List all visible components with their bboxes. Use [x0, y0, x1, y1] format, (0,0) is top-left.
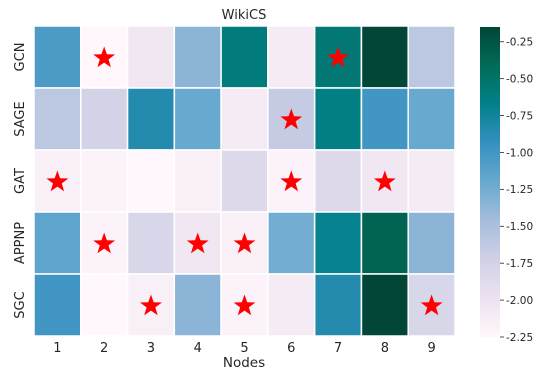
star-marker — [140, 294, 162, 316]
colorbar-tick-label: -1.25 — [506, 184, 533, 196]
colorbar-tick-label: -0.50 — [506, 73, 533, 85]
heatmap-cell — [267, 25, 316, 89]
heatmap-cell — [360, 273, 409, 337]
heatmap-cell — [267, 273, 316, 337]
star-marker — [280, 170, 303, 192]
colorbar — [480, 27, 500, 337]
star-marker — [46, 170, 69, 192]
colorbar-tick-label: -0.75 — [506, 110, 533, 122]
heatmap-cell — [126, 25, 176, 89]
colorbar-tick-label: -1.50 — [506, 221, 533, 233]
star-marker — [93, 232, 116, 254]
heatmap-cell — [313, 149, 363, 213]
x-tick-label: 8 — [381, 341, 389, 356]
x-axis-label: Nodes — [223, 355, 265, 370]
star-marker — [373, 170, 396, 192]
star-marker — [186, 232, 209, 254]
y-tick-label: SAGE — [13, 101, 28, 136]
heatmap-cell — [360, 25, 409, 89]
colorbar-tick-label: -2.25 — [506, 332, 533, 344]
heatmap-cell — [313, 87, 363, 151]
x-tick-label: 7 — [334, 341, 342, 356]
colorbar-tick-label: -0.25 — [506, 37, 533, 49]
heatmap-cell — [80, 149, 129, 213]
heatmap-cell — [173, 25, 222, 89]
colorbar-ticks: -0.25 -0.50 -0.75 -1.00 -1.25 -1.50 -1.75 -2.00… — [500, 37, 533, 344]
star-marker — [93, 46, 116, 68]
heatmap-cell — [360, 211, 409, 275]
heatmap-cell — [267, 211, 316, 275]
heatmap-cell — [313, 211, 363, 275]
star-marker — [327, 46, 349, 68]
y-tick-label: APPNP — [13, 222, 28, 264]
heatmap-cell — [33, 211, 82, 275]
heatmap-cell — [126, 211, 176, 275]
x-tick-labels: 1 2 3 4 5 6 7 8 9 — [53, 341, 436, 356]
colorbar-tick-label: -1.00 — [506, 147, 533, 159]
x-tick-label: 1 — [53, 341, 61, 356]
heatmap-cell — [33, 273, 82, 337]
heatmap-cell — [80, 273, 129, 337]
heatmap-cell — [407, 149, 456, 213]
x-tick-label: 3 — [147, 341, 155, 356]
heatmap-cell — [126, 149, 176, 213]
heatmap-cell — [126, 87, 176, 151]
star-markers — [46, 46, 443, 316]
heatmap-cell — [173, 87, 222, 151]
heatmap-cell — [407, 87, 456, 151]
x-tick-label: 2 — [100, 341, 108, 356]
colorbar-tick-label: -1.75 — [506, 258, 533, 270]
heatmap-cell — [33, 25, 82, 89]
y-tick-labels: GCN SAGE GAT APPNP SGC — [13, 43, 28, 319]
star-marker — [233, 294, 256, 316]
heatmap-cells — [33, 25, 456, 337]
colorbar-tick-label: -2.00 — [506, 295, 533, 307]
y-tick-label: GAT — [13, 168, 28, 194]
y-tick-label: GCN — [13, 43, 28, 72]
x-tick-label: 4 — [194, 341, 202, 356]
star-marker — [420, 294, 443, 316]
x-tick-label: 9 — [427, 341, 435, 356]
heatmap-cell — [220, 25, 269, 89]
chart-title: WikiCS — [222, 8, 267, 23]
heatmap-cell — [360, 87, 409, 151]
heatmap-cell — [313, 273, 363, 337]
heatmap-cell — [80, 87, 129, 151]
heatmap-cell — [220, 273, 269, 337]
heatmap-cell — [220, 149, 269, 213]
star-marker — [280, 108, 303, 130]
heatmap-cell — [173, 149, 222, 213]
heatmap-cell — [33, 87, 82, 151]
heatmap-cell — [220, 87, 269, 151]
heatmap-cell — [173, 273, 222, 337]
x-tick-label: 5 — [240, 341, 248, 356]
x-tick-label: 6 — [287, 341, 295, 356]
y-tick-label: SGC — [13, 291, 28, 318]
star-marker — [233, 232, 256, 254]
heatmap-cell — [407, 25, 456, 89]
heatmap-cell — [407, 211, 456, 275]
